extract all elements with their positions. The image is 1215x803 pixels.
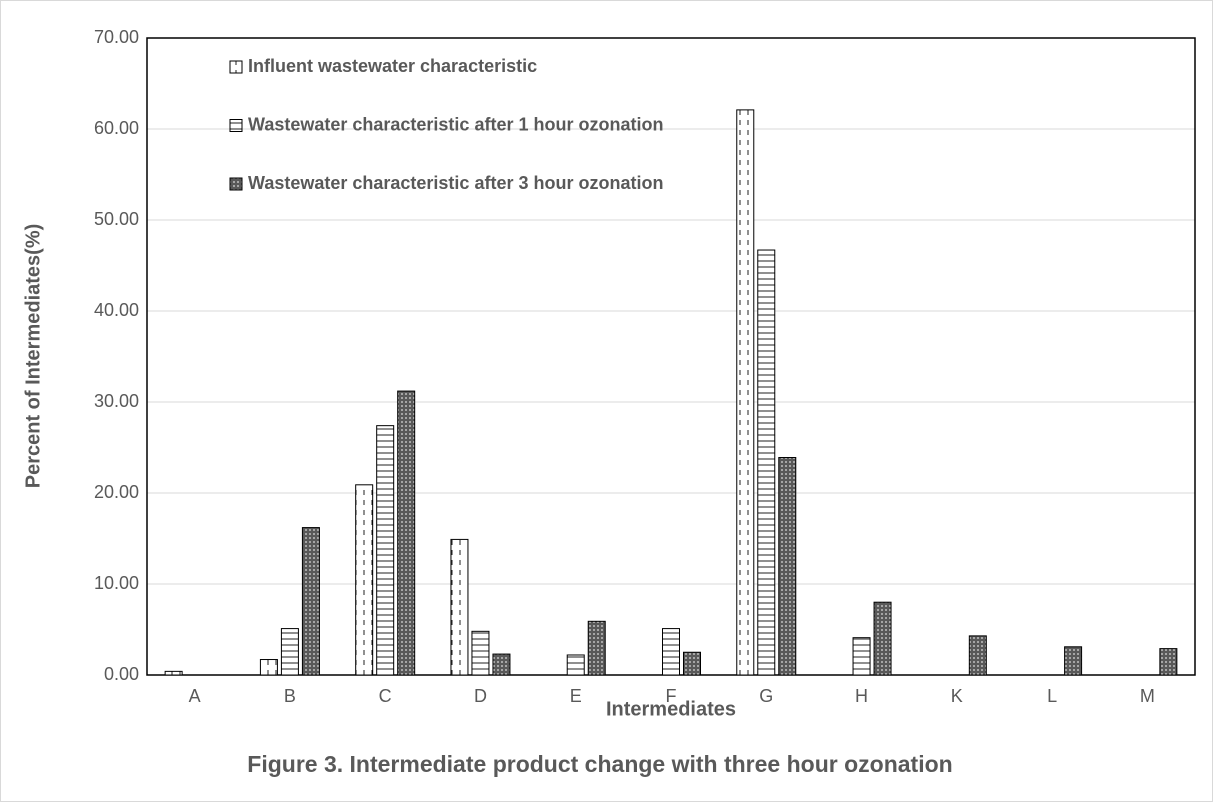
x-axis-title: Intermediates bbox=[606, 698, 736, 720]
x-tick-label: D bbox=[474, 686, 487, 706]
y-axis-title: Percent of Intermediates(%) bbox=[22, 224, 44, 489]
bar bbox=[778, 457, 797, 676]
bar bbox=[968, 635, 987, 676]
y-tick-label: 60.00 bbox=[94, 118, 139, 138]
y-tick-label: 20.00 bbox=[94, 482, 139, 502]
bar bbox=[280, 628, 299, 676]
bar bbox=[683, 651, 701, 676]
x-tick-label: H bbox=[855, 686, 868, 706]
x-tick-label: F bbox=[666, 686, 677, 706]
bar bbox=[757, 249, 776, 676]
bar bbox=[164, 670, 183, 676]
legend-label: Wastewater characteristic after 1 hour o… bbox=[248, 114, 663, 134]
legend-swatch bbox=[229, 119, 243, 132]
bar bbox=[471, 630, 490, 676]
x-tick-label: C bbox=[379, 686, 392, 706]
bar bbox=[1064, 646, 1083, 676]
y-tick-label: 0.00 bbox=[104, 664, 139, 684]
x-tick-label: E bbox=[570, 686, 582, 706]
y-tick-label: 10.00 bbox=[94, 573, 139, 593]
x-tick-label: M bbox=[1140, 686, 1155, 706]
bar bbox=[662, 628, 680, 676]
legend-label: Wastewater characteristic after 3 hour o… bbox=[248, 173, 663, 193]
x-tick-label: K bbox=[951, 686, 963, 706]
bar bbox=[376, 425, 395, 676]
y-tick-label: 50.00 bbox=[94, 209, 139, 229]
x-tick-label: L bbox=[1047, 686, 1057, 706]
bar bbox=[450, 538, 469, 676]
chart-title: Figure 3. Intermediate product change wi… bbox=[247, 751, 952, 777]
y-tick-label: 40.00 bbox=[94, 300, 139, 320]
legend-label: Influent wastewater characteristic bbox=[248, 56, 537, 76]
bar bbox=[852, 637, 871, 676]
y-tick-label: 70.00 bbox=[94, 27, 139, 47]
legend-swatch bbox=[229, 177, 243, 191]
bar bbox=[355, 484, 374, 676]
bar bbox=[736, 109, 755, 676]
x-tick-label: A bbox=[189, 686, 201, 706]
bar bbox=[397, 390, 416, 676]
x-tick-label: B bbox=[284, 686, 296, 706]
x-tick-label: G bbox=[759, 686, 773, 706]
bar bbox=[873, 601, 892, 676]
bar bbox=[492, 653, 511, 676]
legend-swatch bbox=[229, 60, 243, 74]
bar bbox=[301, 527, 320, 676]
bar bbox=[1159, 648, 1178, 676]
bar bbox=[566, 654, 585, 676]
y-tick-label: 30.00 bbox=[94, 391, 139, 411]
bar bbox=[259, 659, 278, 676]
bar bbox=[587, 620, 606, 676]
